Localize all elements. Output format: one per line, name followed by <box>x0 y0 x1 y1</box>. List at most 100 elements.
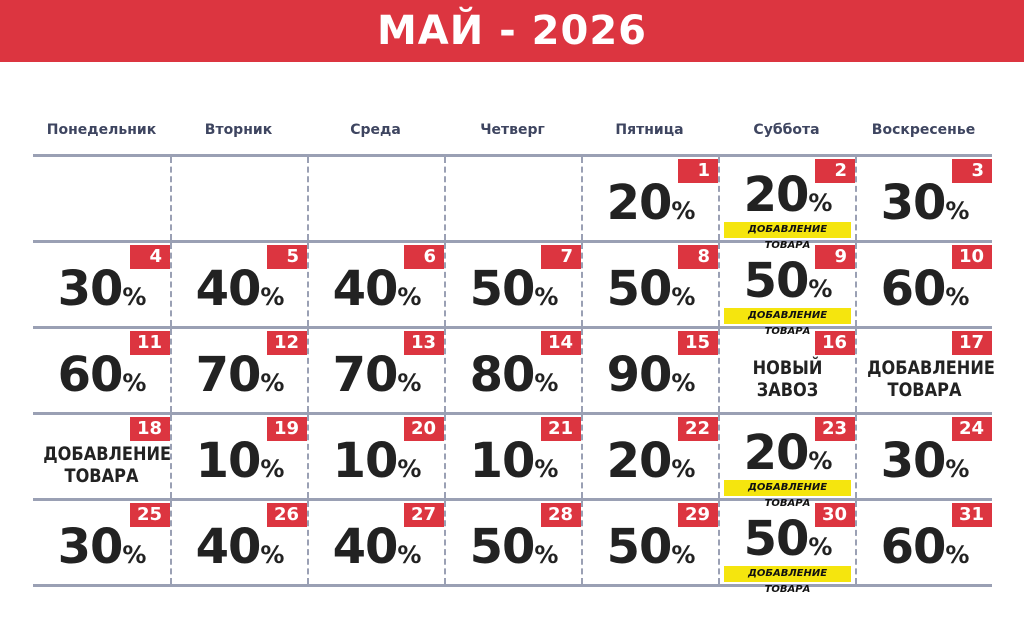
day-cell: 27 40% <box>307 501 444 584</box>
day-cell: 28 50% <box>444 501 581 584</box>
day-cell: 10 60% <box>855 243 992 326</box>
day-number-badge: 23 <box>815 417 855 441</box>
percent-sign: % <box>945 455 969 483</box>
empty-day-cell <box>307 157 444 240</box>
discount-number: 80 <box>469 347 536 403</box>
calendar-grid: 1 20% 2 20% ДОБАВЛЕНИЕ ТОВАРА 3 30% 4 30% 5 40% 6 40… <box>33 154 995 595</box>
percent-sign: % <box>260 455 284 483</box>
discount-value: 70% <box>309 345 444 413</box>
discount-number: 40 <box>332 261 399 317</box>
day-number-badge: 7 <box>541 245 581 269</box>
empty-day-cell <box>170 157 307 240</box>
discount-number: 30 <box>880 433 947 489</box>
discount-value: 40% <box>309 259 444 327</box>
calendar-week: 18 ДОБАВЛЕНИЕ ТОВАРА 19 10% 20 10% 21 10% 22 20% 23… <box>33 415 992 509</box>
discount-value: 20% <box>583 431 718 499</box>
discount-value: 20% <box>720 423 855 491</box>
percent-sign: % <box>122 541 146 569</box>
day-cell: 2 20% ДОБАВЛЕНИЕ ТОВАРА <box>718 157 855 251</box>
percent-sign: % <box>534 369 558 397</box>
percent-sign: % <box>945 283 969 311</box>
day-number-badge: 1 <box>678 159 718 183</box>
calendar-week: 4 30% 5 40% 6 40% 7 50% 8 50% 9 50% ДОБАВЛЕНИЕ ТОВАР… <box>33 243 992 337</box>
discount-number: 60 <box>880 519 947 575</box>
discount-value: 40% <box>309 517 444 585</box>
day-cell: 23 20% ДОБАВЛЕНИЕ ТОВАРА <box>718 415 855 509</box>
discount-value: 50% <box>446 517 581 585</box>
discount-value: 60% <box>857 517 992 585</box>
discount-number: 30 <box>880 175 947 231</box>
percent-sign: % <box>260 541 284 569</box>
discount-number: 40 <box>195 519 262 575</box>
percent-sign: % <box>945 541 969 569</box>
day-number-badge: 10 <box>952 245 992 269</box>
restock-tag: ДОБАВЛЕНИЕ ТОВАРА <box>724 222 851 251</box>
day-cell: 30 50% ДОБАВЛЕНИЕ ТОВАРА <box>718 501 855 595</box>
day-cell: 9 50% ДОБАВЛЕНИЕ ТОВАРА <box>718 243 855 337</box>
discount-number: 90 <box>606 347 673 403</box>
calendar-week: 25 30% 26 40% 27 40% 28 50% 29 50% 30 50% ДОБАВЛЕНИЕ… <box>33 501 992 595</box>
day-number-badge: 22 <box>678 417 718 441</box>
day-number-badge: 5 <box>267 245 307 269</box>
day-cell: 11 60% <box>33 329 170 412</box>
day-cell: 19 10% <box>170 415 307 498</box>
discount-value: 50% <box>583 259 718 327</box>
percent-sign: % <box>122 283 146 311</box>
day-cell: 15 90% <box>581 329 718 412</box>
day-cell: 16 НОВЫЙ ЗАВОЗ <box>718 329 855 412</box>
day-cell: 12 70% <box>170 329 307 412</box>
weekday-thu: Четверг <box>480 122 545 138</box>
month-title: МАЙ - 2026 <box>0 0 1024 62</box>
day-cell: 21 10% <box>444 415 581 498</box>
discount-number: 30 <box>57 519 124 575</box>
restock-tag: ДОБАВЛЕНИЕ ТОВАРА <box>724 480 851 509</box>
discount-number: 20 <box>743 425 810 481</box>
day-number-badge: 14 <box>541 331 581 355</box>
percent-sign: % <box>397 455 421 483</box>
day-number-badge: 28 <box>541 503 581 527</box>
day-label-line: НОВЫЙ <box>752 357 823 379</box>
weekday-sun: Воскресенье <box>871 122 976 138</box>
day-cell: 14 80% <box>444 329 581 412</box>
empty-day-cell <box>444 157 581 240</box>
day-label: ДОБАВЛЕНИЕ ТОВАРА <box>43 443 171 487</box>
discount-value: 20% <box>583 173 718 241</box>
discount-value: 90% <box>583 345 718 413</box>
discount-value: 50% <box>720 509 855 577</box>
percent-sign: % <box>260 369 284 397</box>
day-cell: 3 30% <box>855 157 992 240</box>
restock-tag: ДОБАВЛЕНИЕ ТОВАРА <box>724 308 851 337</box>
day-cell: 22 20% <box>581 415 718 498</box>
percent-sign: % <box>808 189 832 217</box>
restock-tag: ДОБАВЛЕНИЕ ТОВАРА <box>724 566 851 595</box>
discount-value: 10% <box>446 431 581 499</box>
percent-sign: % <box>260 283 284 311</box>
discount-number: 50 <box>469 261 536 317</box>
day-cell: 1 20% <box>581 157 718 240</box>
discount-number: 50 <box>743 511 810 567</box>
discount-value: 30% <box>33 517 170 585</box>
percent-sign: % <box>397 369 421 397</box>
discount-value: 30% <box>857 431 992 499</box>
day-cell: 8 50% <box>581 243 718 326</box>
weekday-sat: Суббота <box>753 122 820 138</box>
percent-sign: % <box>534 455 558 483</box>
weekday-header: Понедельник Вторник Среда Четверг Пятниц… <box>33 122 992 138</box>
percent-sign: % <box>122 369 146 397</box>
discount-value: 40% <box>172 259 307 327</box>
discount-value: 70% <box>172 345 307 413</box>
day-number-badge: 31 <box>952 503 992 527</box>
day-number-badge: 20 <box>404 417 444 441</box>
day-cell: 31 60% <box>855 501 992 584</box>
percent-sign: % <box>671 197 695 225</box>
discount-value: 30% <box>857 173 992 241</box>
day-number-badge: 26 <box>267 503 307 527</box>
day-number-badge: 27 <box>404 503 444 527</box>
discount-number: 10 <box>469 433 536 489</box>
discount-number: 10 <box>195 433 262 489</box>
discount-value: 60% <box>33 345 170 413</box>
discount-value: 50% <box>720 251 855 319</box>
percent-sign: % <box>534 283 558 311</box>
discount-value: 80% <box>446 345 581 413</box>
day-cell: 29 50% <box>581 501 718 584</box>
